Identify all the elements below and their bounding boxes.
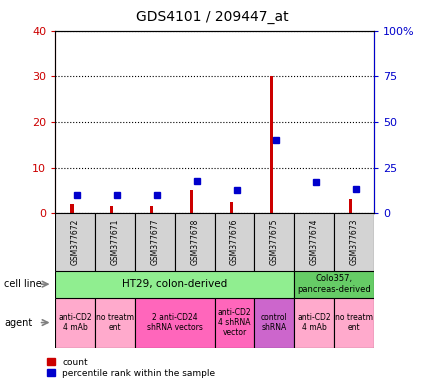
Bar [150, 206, 153, 213]
Bar [71, 204, 74, 213]
FancyBboxPatch shape [175, 213, 215, 271]
Text: 2 anti-CD24
shRNA vectors: 2 anti-CD24 shRNA vectors [147, 313, 203, 332]
Text: GSM377676: GSM377676 [230, 218, 239, 265]
Text: control
shRNA: control shRNA [261, 313, 288, 332]
Text: GSM377672: GSM377672 [71, 219, 79, 265]
Text: GSM377678: GSM377678 [190, 219, 199, 265]
Text: no treatm
ent: no treatm ent [335, 313, 373, 332]
Text: GSM377674: GSM377674 [310, 218, 319, 265]
FancyBboxPatch shape [294, 298, 334, 348]
Text: Colo357,
pancreas-derived: Colo357, pancreas-derived [297, 275, 371, 294]
Text: GSM377677: GSM377677 [150, 218, 159, 265]
Text: anti-CD2
4 mAb: anti-CD2 4 mAb [58, 313, 92, 332]
Text: GDS4101 / 209447_at: GDS4101 / 209447_at [136, 10, 289, 23]
Text: cell line: cell line [4, 279, 42, 289]
FancyBboxPatch shape [95, 213, 135, 271]
Text: anti-CD2
4 mAb: anti-CD2 4 mAb [298, 313, 331, 332]
FancyBboxPatch shape [255, 298, 294, 348]
FancyBboxPatch shape [334, 213, 374, 271]
Text: HT29, colon-derived: HT29, colon-derived [122, 279, 227, 289]
FancyBboxPatch shape [135, 213, 175, 271]
Text: GSM377675: GSM377675 [270, 218, 279, 265]
Text: no treatm
ent: no treatm ent [96, 313, 134, 332]
FancyBboxPatch shape [55, 271, 294, 298]
FancyBboxPatch shape [215, 298, 255, 348]
FancyBboxPatch shape [135, 298, 215, 348]
Text: anti-CD2
4 shRNA
vector: anti-CD2 4 shRNA vector [218, 308, 251, 338]
FancyBboxPatch shape [55, 298, 95, 348]
FancyBboxPatch shape [215, 213, 255, 271]
Bar [110, 206, 113, 213]
Text: GSM377673: GSM377673 [350, 218, 359, 265]
FancyBboxPatch shape [255, 213, 294, 271]
FancyBboxPatch shape [95, 298, 135, 348]
FancyBboxPatch shape [294, 271, 374, 298]
FancyBboxPatch shape [334, 298, 374, 348]
FancyBboxPatch shape [294, 213, 334, 271]
Bar [349, 199, 352, 213]
FancyBboxPatch shape [55, 213, 95, 271]
Bar [230, 202, 233, 213]
Bar [190, 190, 193, 213]
Text: GSM377671: GSM377671 [110, 219, 119, 265]
Legend: count, percentile rank within the sample: count, percentile rank within the sample [47, 358, 215, 377]
Text: agent: agent [4, 318, 32, 328]
Bar [269, 76, 273, 213]
